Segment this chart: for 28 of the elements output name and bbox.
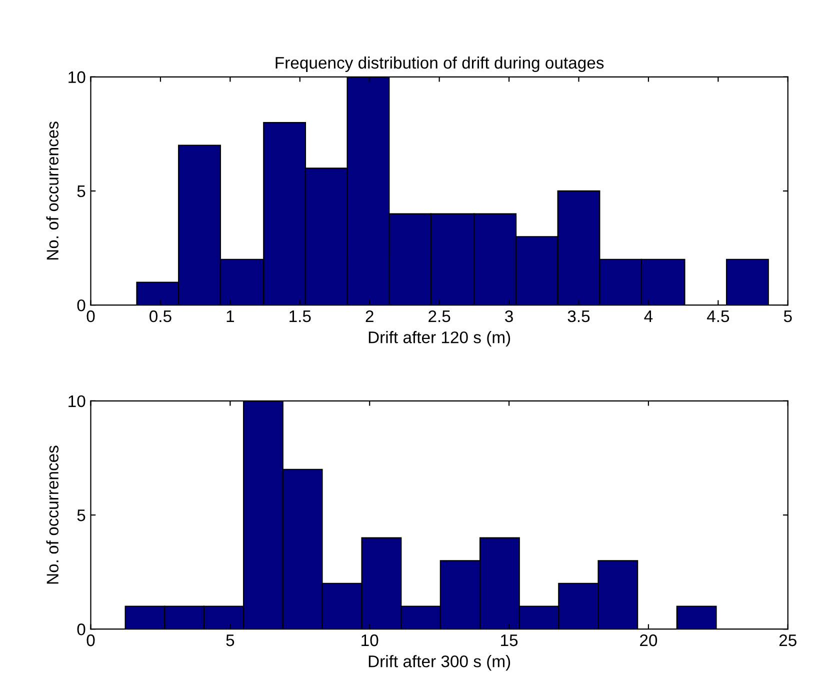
x-tick-label: 0: [86, 310, 95, 322]
x-tick-label: 2: [366, 310, 374, 322]
y-tick-label: 10: [68, 71, 86, 84]
y-tick-label: 5: [77, 186, 86, 198]
x-tick-label: 1.5: [290, 310, 311, 322]
x-axis-title: Drift after 120 s (m): [368, 331, 510, 347]
y-tick-label: 5: [77, 510, 86, 522]
x-tick-label: 15: [501, 634, 518, 646]
x-tick-label: 4: [644, 310, 653, 322]
y-tick-label: 0: [77, 624, 86, 636]
chart-title: Frequency distribution of drift during outages: [276, 56, 604, 72]
y-axis-title: No. of occurrences: [46, 446, 59, 584]
x-tick-label: 5: [226, 634, 234, 646]
x-tick-label: 10: [362, 634, 378, 646]
x-tick-label: 3: [505, 310, 513, 322]
x-tick-label: 1: [226, 310, 234, 322]
x-tick-label: 3.5: [568, 310, 590, 322]
x-tick-label: 20: [640, 634, 658, 646]
x-tick-label: 5: [784, 310, 792, 322]
x-tick-label: 0: [86, 634, 95, 646]
x-tick-label: 4.5: [706, 310, 730, 322]
x-tick-label: 0.5: [150, 310, 172, 322]
y-axis-title: No. of occurrences: [46, 122, 59, 260]
y-tick-label: 10: [68, 395, 86, 408]
y-tick-label: 0: [77, 299, 86, 312]
x-tick-label: 2.5: [428, 310, 450, 322]
x-tick-label: 25: [779, 634, 796, 646]
x-axis-title: Drift after 300 s (m): [368, 655, 510, 671]
